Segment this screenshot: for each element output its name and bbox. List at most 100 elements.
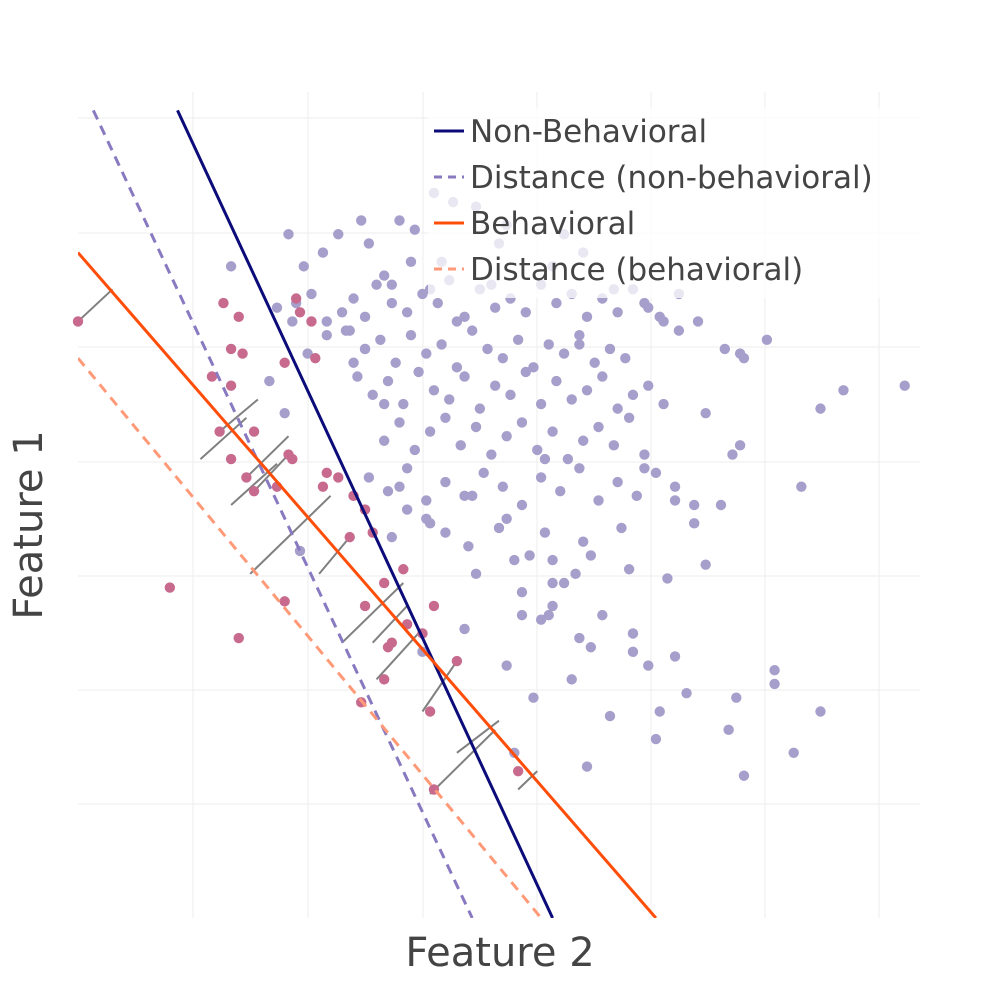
data-point-class-a xyxy=(555,486,566,497)
data-point-class-a xyxy=(585,642,597,653)
data-point-class-a xyxy=(348,293,359,304)
data-point-class-a xyxy=(688,499,700,511)
data-point-class-a xyxy=(654,706,665,717)
y-axis-title: Feature 1 xyxy=(6,430,52,619)
data-point-class-b xyxy=(378,674,390,685)
data-point-class-b xyxy=(294,307,306,318)
data-point-class-a xyxy=(616,522,627,534)
data-point-class-b xyxy=(382,642,394,653)
data-point-class-a xyxy=(344,325,355,336)
data-point-class-b xyxy=(248,426,260,437)
data-point-class-a xyxy=(279,408,290,419)
boundary-lines xyxy=(78,109,658,918)
data-point-class-a xyxy=(489,380,501,391)
data-point-class-b xyxy=(233,632,244,644)
distance-connector xyxy=(245,435,290,479)
data-point-class-a xyxy=(558,577,570,589)
data-point-class-a xyxy=(623,412,635,424)
data-point-class-a xyxy=(528,692,539,703)
data-point-class-a xyxy=(382,486,394,497)
data-point-class-a xyxy=(405,256,417,267)
data-point-class-a xyxy=(459,490,470,502)
data-point-class-a xyxy=(524,550,535,561)
data-point-class-a xyxy=(428,385,440,396)
data-point-class-b xyxy=(214,426,225,437)
data-point-class-a xyxy=(378,270,390,281)
data-point-class-a xyxy=(398,398,409,410)
data-point-class-b xyxy=(279,596,290,607)
data-point-class-a xyxy=(386,279,398,290)
data-point-class-a xyxy=(620,352,631,364)
data-point-class-a xyxy=(669,481,681,492)
data-point-class-a xyxy=(539,453,551,465)
data-point-class-a xyxy=(371,279,382,290)
data-point-class-a xyxy=(593,495,604,506)
data-point-class-a xyxy=(382,375,394,387)
data-point-class-a xyxy=(608,440,620,451)
data-point-class-a xyxy=(528,362,539,373)
data-point-class-a xyxy=(333,229,344,240)
legend-label-distance-behavioral: Distance (behavioral) xyxy=(470,252,803,288)
data-point-class-a xyxy=(363,238,375,249)
data-point-class-a xyxy=(673,325,685,336)
data-point-class-a xyxy=(459,311,470,323)
data-point-class-a xyxy=(769,678,780,690)
distance-connector xyxy=(199,417,248,460)
data-point-class-a xyxy=(463,541,474,552)
data-point-class-a xyxy=(597,609,608,621)
distance-connector xyxy=(371,605,408,644)
data-point-class-a xyxy=(593,421,604,433)
data-point-class-b xyxy=(359,600,371,612)
data-point-class-a xyxy=(815,403,826,414)
data-point-class-a xyxy=(516,586,528,598)
data-point-class-a xyxy=(470,568,482,580)
data-point-class-a xyxy=(489,302,501,313)
data-point-class-a xyxy=(669,651,681,662)
data-point-class-a xyxy=(455,440,466,451)
data-point-class-a xyxy=(612,476,623,488)
data-point-class-a xyxy=(623,564,635,575)
data-point-class-a xyxy=(417,288,428,300)
data-point-class-a xyxy=(535,398,547,410)
data-point-class-a xyxy=(421,495,432,506)
data-point-class-a xyxy=(409,224,420,235)
data-point-class-b xyxy=(164,582,176,593)
legend-background xyxy=(428,108,920,298)
data-point-class-a xyxy=(574,463,585,474)
data-point-class-a xyxy=(451,362,463,373)
data-point-class-a xyxy=(604,343,616,355)
data-point-class-a xyxy=(516,499,528,511)
data-point-class-b xyxy=(72,316,84,327)
data-point-class-a xyxy=(612,307,623,318)
data-point-class-a xyxy=(547,577,558,589)
data-point-class-a xyxy=(394,417,405,428)
data-point-class-a xyxy=(516,609,528,621)
distance-connector xyxy=(318,536,351,575)
data-point-class-b xyxy=(225,380,237,391)
data-point-class-b xyxy=(225,343,237,355)
data-point-class-a xyxy=(578,536,589,547)
data-point-class-a xyxy=(627,628,639,639)
data-point-class-b xyxy=(451,655,463,667)
data-point-class-a xyxy=(532,444,543,456)
data-point-class-a xyxy=(432,297,443,309)
data-point-class-a xyxy=(336,307,348,318)
data-point-class-a xyxy=(581,385,593,396)
data-point-class-a xyxy=(512,334,524,345)
distance-connector xyxy=(375,628,424,681)
data-point-class-a xyxy=(363,472,375,483)
data-point-class-a xyxy=(359,311,371,323)
distance-connector xyxy=(341,582,405,644)
data-point-class-a xyxy=(543,339,554,350)
data-point-class-a xyxy=(543,609,554,621)
data-point-class-b xyxy=(317,481,329,492)
data-point-class-a xyxy=(440,527,451,538)
data-point-class-a xyxy=(501,430,512,442)
data-point-class-a xyxy=(551,297,562,309)
line-non-behavioral xyxy=(176,109,554,918)
data-point-class-a xyxy=(727,449,738,460)
data-point-class-a xyxy=(283,229,294,240)
line-behavioral xyxy=(78,251,658,918)
data-point-class-a xyxy=(375,334,386,345)
